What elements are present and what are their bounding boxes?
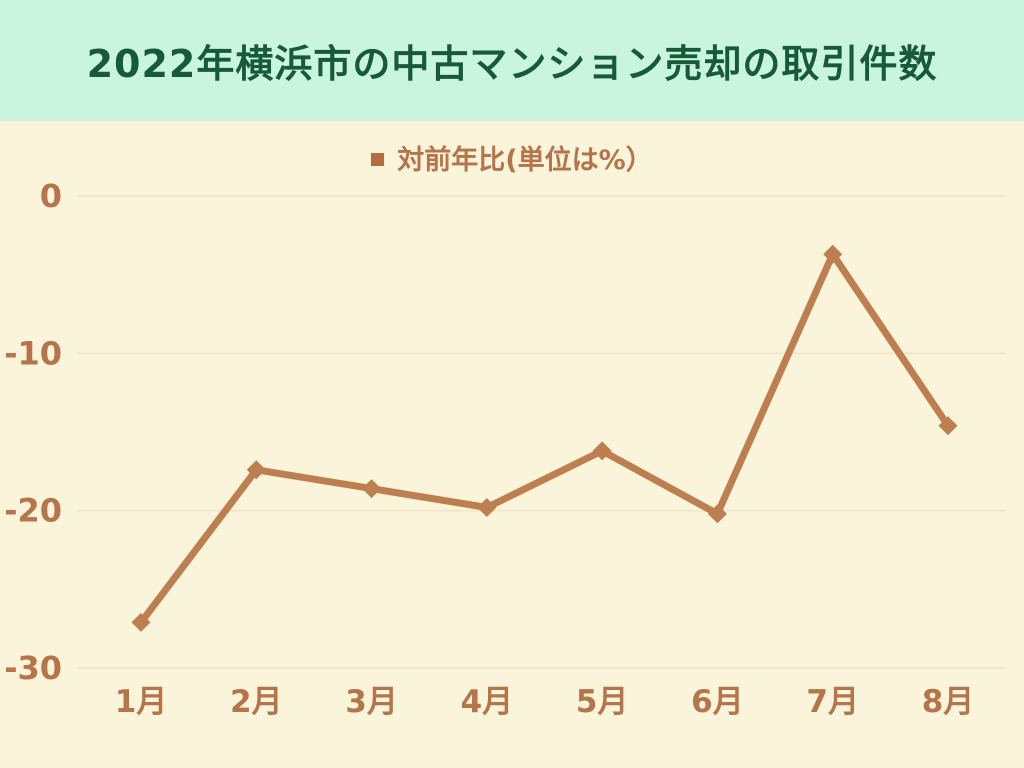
y-axis-tick-label: -20 bbox=[4, 492, 62, 530]
data-point-marker bbox=[246, 460, 266, 480]
x-axis-tick-label: 1月 bbox=[115, 684, 168, 720]
x-axis-tick-label: 4月 bbox=[461, 684, 514, 720]
chart-region: 対前年比(単位は%） 0 -10 -20 -30 1月 2月 3月 4月 5月 6月 7月 8月 bbox=[0, 121, 1024, 768]
data-point-marker bbox=[938, 416, 958, 436]
y-axis-tick-label: -10 bbox=[4, 334, 62, 372]
x-axis-tick-label: 7月 bbox=[806, 684, 859, 720]
chart-svg: 0 -10 -20 -30 1月 2月 3月 4月 5月 6月 7月 8月 bbox=[4, 177, 1005, 720]
chart-title: 2022年横浜市の中古マンション売却の取引件数 bbox=[86, 42, 938, 86]
data-point-marker bbox=[823, 244, 843, 264]
series-line bbox=[137, 250, 952, 626]
data-point-marker bbox=[131, 612, 151, 632]
data-point-marker bbox=[592, 441, 612, 461]
data-point-marker bbox=[477, 498, 497, 518]
y-axis-tick-label: 0 bbox=[40, 177, 62, 215]
x-axis-tick-label: 2月 bbox=[230, 684, 283, 720]
title-band: 2022年横浜市の中古マンション売却の取引件数 bbox=[0, 0, 1024, 121]
x-axis-tick-label: 6月 bbox=[691, 684, 744, 720]
x-axis-tick-label: 8月 bbox=[922, 684, 975, 720]
data-point-marker bbox=[707, 504, 727, 524]
data-point-marker bbox=[362, 479, 382, 499]
x-axis-tick-label: 3月 bbox=[345, 684, 398, 720]
y-axis-tick-label: -30 bbox=[4, 649, 62, 687]
x-axis-tick-label: 5月 bbox=[576, 684, 629, 720]
